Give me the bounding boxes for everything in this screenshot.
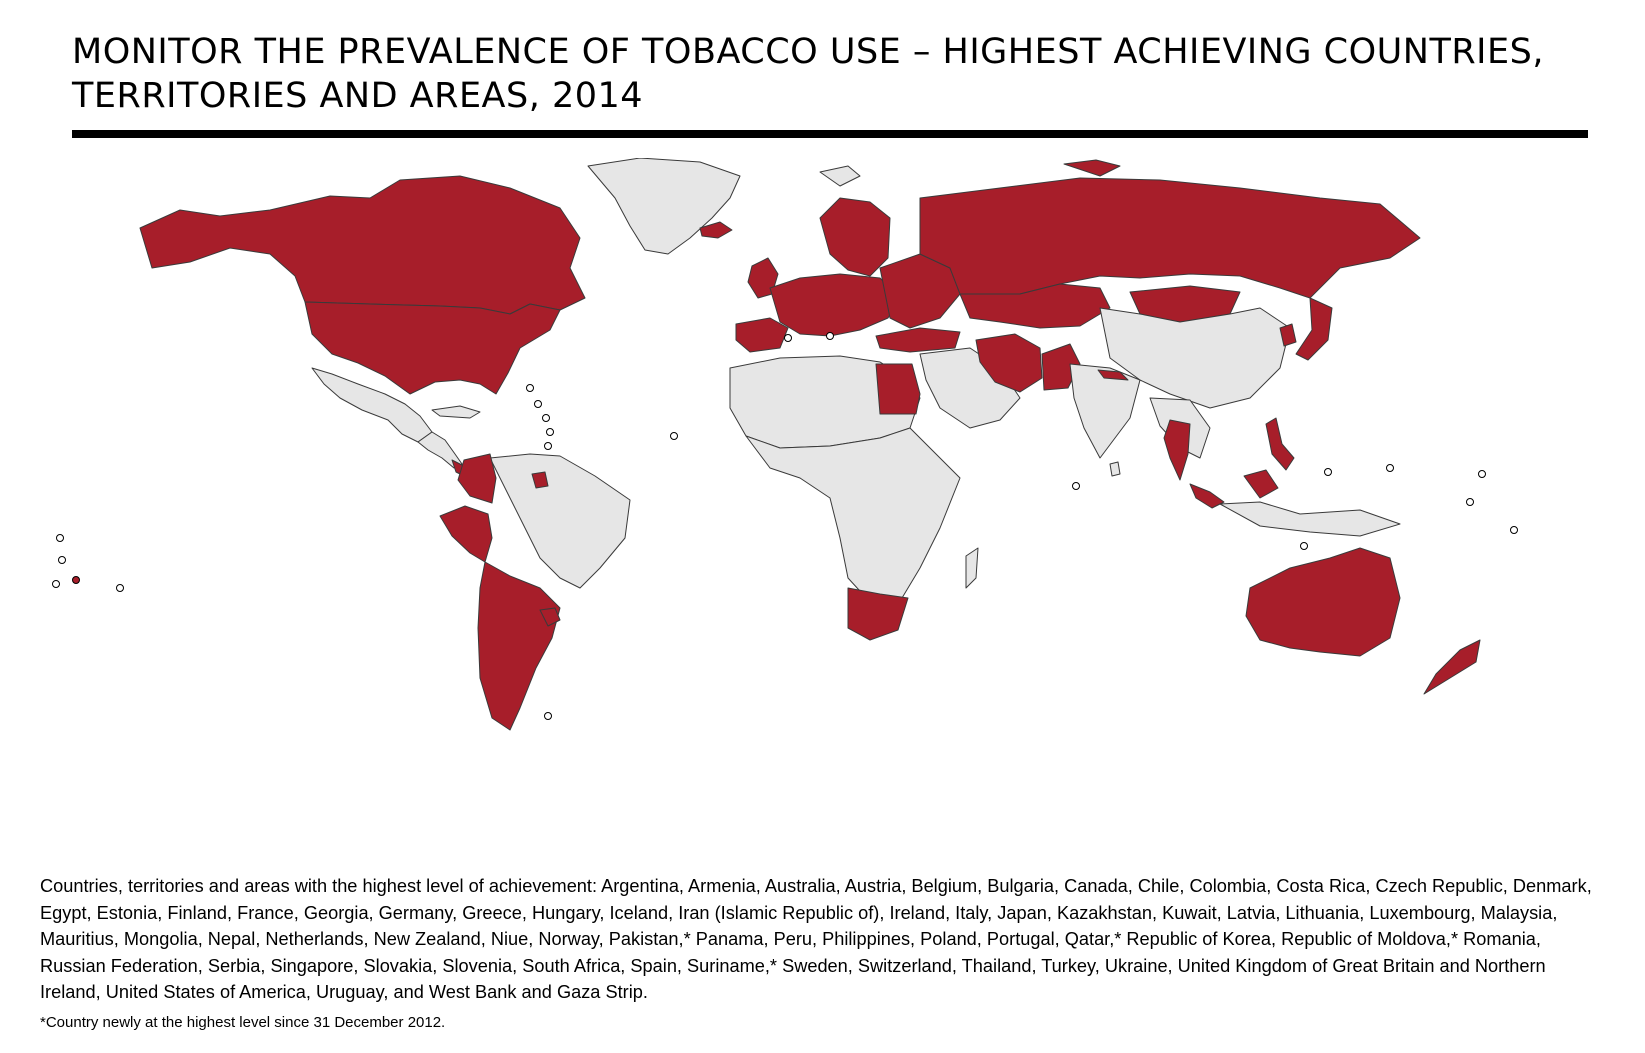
achievement-country-list: Countries, territories and areas with th… bbox=[40, 873, 1610, 1006]
region-iceland bbox=[699, 221, 733, 239]
region-united-states bbox=[304, 301, 561, 395]
region-turkey bbox=[875, 327, 961, 353]
region-korea bbox=[1279, 323, 1297, 347]
region-japan bbox=[1295, 297, 1333, 361]
region-western-europe bbox=[769, 273, 901, 337]
caption-line-5: Ireland, United States of America, Urugu… bbox=[40, 982, 648, 1003]
region-kazakhstan bbox=[959, 283, 1111, 329]
island-marker bbox=[544, 712, 552, 720]
region-brazil bbox=[489, 453, 631, 589]
footnote: *Country newly at the highest level sinc… bbox=[40, 1014, 446, 1031]
island-marker bbox=[526, 384, 534, 392]
caption-line-4: Russian Federation, Serbia, Singapore, S… bbox=[40, 955, 1546, 976]
region-iran bbox=[975, 333, 1043, 393]
region-new-zealand bbox=[1423, 639, 1481, 695]
region-uruguay bbox=[539, 607, 561, 627]
island-marker bbox=[784, 334, 792, 342]
region-south-africa bbox=[847, 587, 909, 641]
island-marker bbox=[52, 580, 60, 588]
region-malaysia bbox=[1189, 483, 1225, 509]
region-india bbox=[1069, 363, 1141, 459]
region-sri-lanka bbox=[1109, 461, 1121, 477]
map-title: MONITOR THE PREVALENCE OF TOBACCO USE – … bbox=[72, 30, 1572, 118]
caption-line-3: Mauritius, Mongolia, Nepal, Netherlands,… bbox=[40, 929, 1541, 950]
island-marker-niue bbox=[72, 576, 80, 584]
island-marker bbox=[56, 534, 64, 542]
region-borneo bbox=[1243, 469, 1279, 499]
caption-line-2: Egypt, Estonia, Finland, France, Georgia… bbox=[40, 902, 1558, 923]
region-thailand bbox=[1163, 419, 1191, 481]
world-map bbox=[52, 158, 1518, 731]
island-marker bbox=[546, 428, 554, 436]
island-marker bbox=[1510, 526, 1518, 534]
region-china bbox=[1099, 307, 1291, 409]
island-marker bbox=[670, 432, 678, 440]
region-scandinavia bbox=[819, 197, 891, 277]
region-russia bbox=[919, 177, 1421, 299]
island-marker bbox=[1072, 482, 1080, 490]
region-egypt bbox=[875, 363, 921, 415]
caption-line-1: Countries, territories and areas with th… bbox=[40, 876, 1592, 896]
island-marker bbox=[542, 414, 550, 422]
region-sub-saharan-africa bbox=[745, 427, 961, 603]
region-novaya-zemlya bbox=[1063, 159, 1121, 177]
region-argentina-chile bbox=[477, 561, 561, 731]
title-divider bbox=[72, 130, 1588, 138]
island-marker bbox=[1466, 498, 1474, 506]
region-nepal bbox=[1097, 369, 1129, 381]
region-indonesia bbox=[1219, 501, 1401, 537]
region-svalbard bbox=[819, 165, 861, 187]
island-marker bbox=[826, 332, 834, 340]
region-canada bbox=[139, 175, 586, 315]
region-peru bbox=[439, 505, 493, 563]
map-title-line-1: MONITOR THE PREVALENCE OF TOBACCO USE – … bbox=[72, 32, 1544, 72]
region-colombia bbox=[457, 453, 497, 504]
island-marker bbox=[58, 556, 66, 564]
island-marker bbox=[534, 400, 542, 408]
island-marker bbox=[1478, 470, 1486, 478]
region-philippines bbox=[1265, 417, 1295, 471]
region-iberia bbox=[735, 317, 789, 353]
region-caribbean bbox=[431, 405, 481, 419]
region-madagascar bbox=[965, 547, 979, 589]
map-title-line-2: TERRITORIES AND AREAS, 2014 bbox=[72, 76, 644, 116]
region-suriname bbox=[531, 471, 549, 489]
region-central-america bbox=[417, 431, 463, 469]
island-marker bbox=[1324, 468, 1332, 476]
island-marker bbox=[1300, 542, 1308, 550]
region-greenland bbox=[587, 158, 741, 255]
island-marker bbox=[116, 584, 124, 592]
island-marker bbox=[544, 442, 552, 450]
island-marker bbox=[1386, 464, 1394, 472]
region-australia bbox=[1245, 547, 1401, 657]
